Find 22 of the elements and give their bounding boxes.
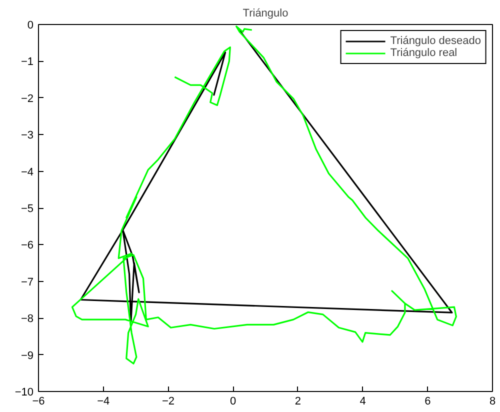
y-tick-label: −7 (20, 276, 34, 288)
chart-title: Triángulo (242, 8, 288, 20)
x-tick-label: −6 (32, 396, 45, 408)
x-tick-label: −4 (97, 396, 110, 408)
y-tick-label: −8 (20, 313, 34, 326)
x-tick-label: −2 (162, 396, 174, 408)
x-tick-label: 6 (424, 396, 431, 408)
y-tick-label: −10 (14, 386, 34, 398)
y-tick-label: −3 (20, 130, 34, 142)
x-tick-label: 0 (230, 396, 236, 408)
y-tick-label: −9 (20, 350, 34, 362)
x-tick-label: 8 (489, 396, 496, 408)
y-tick-label: −2 (20, 92, 34, 105)
y-tick-label: 0 (27, 20, 34, 32)
x-tick-label: 2 (294, 396, 301, 408)
y-tick-label: −6 (20, 240, 34, 252)
y-tick-label: −1 (20, 56, 34, 68)
y-tick-label: −4 (20, 166, 34, 178)
legend-label: Triángulo real (390, 47, 458, 59)
y-tick-label: −5 (20, 203, 34, 215)
x-tick-label: 4 (360, 396, 366, 408)
legend-label: Triángulo deseado (390, 35, 481, 47)
